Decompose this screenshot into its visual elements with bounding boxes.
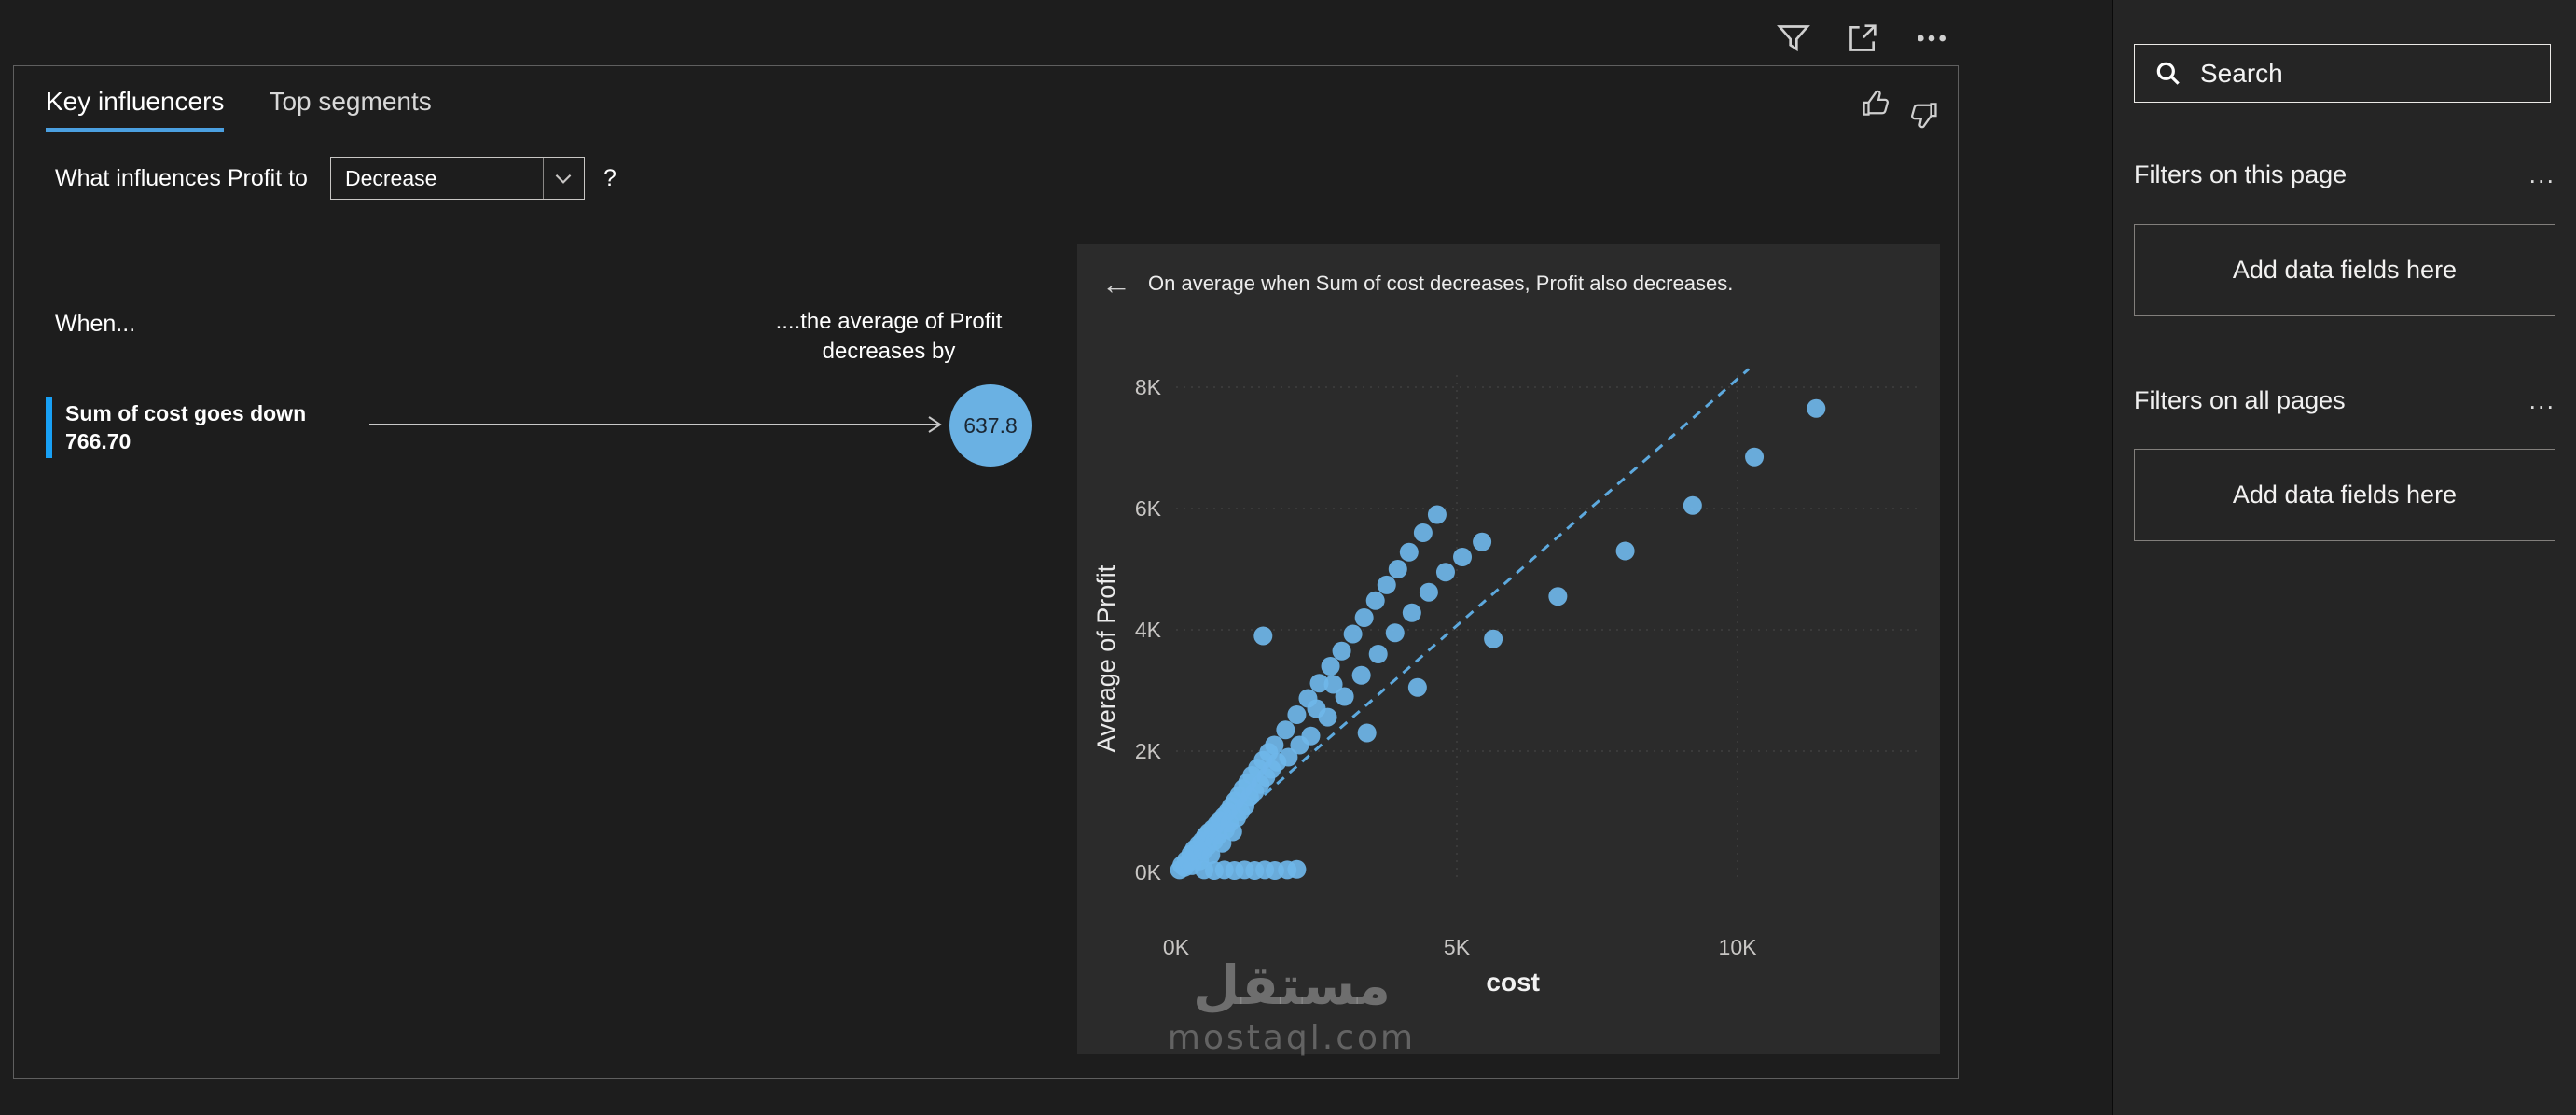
svg-text:10K: 10K bbox=[1719, 935, 1758, 959]
more-options-icon[interactable] bbox=[1910, 17, 1953, 60]
more-options-icon[interactable]: ... bbox=[2528, 160, 2555, 188]
section-title: Filters on this page bbox=[2134, 160, 2347, 188]
influencer-card[interactable]: Sum of cost goes down 766.70 bbox=[46, 397, 306, 458]
filters-on-all-pages-header: Filters on all pages ... bbox=[2134, 386, 2555, 415]
question-help: ? bbox=[602, 164, 616, 191]
page-filters-dropzone[interactable]: Add data fields here bbox=[2134, 224, 2555, 316]
influencer-selected-bar bbox=[46, 397, 52, 458]
effect-arrow bbox=[369, 416, 942, 433]
tab-top-segments[interactable]: Top segments bbox=[269, 87, 432, 116]
svg-text:0K: 0K bbox=[1135, 860, 1162, 885]
svg-text:cost: cost bbox=[1486, 968, 1540, 997]
focus-mode-icon[interactable] bbox=[1841, 17, 1884, 60]
svg-text:4K: 4K bbox=[1135, 618, 1162, 642]
filter-icon[interactable] bbox=[1772, 17, 1815, 60]
svg-text:8K: 8K bbox=[1135, 375, 1162, 399]
filters-search-box[interactable] bbox=[2134, 44, 2551, 103]
key-influencers-visual: Key influencers Top segments What influe… bbox=[13, 65, 1959, 1079]
filters-pane: Filters on this page ... Add data fields… bbox=[2112, 0, 2576, 1115]
svg-text:2K: 2K bbox=[1135, 739, 1162, 763]
question-prefix: What influences Profit to bbox=[55, 164, 308, 191]
thumbs-up-icon[interactable] bbox=[1861, 89, 1892, 120]
effect-value-bubble[interactable]: 637.8 bbox=[949, 384, 1032, 467]
visual-tabs: Key influencers Top segments bbox=[46, 87, 432, 132]
influence-question-row: What influences Profit to Decrease ? bbox=[55, 157, 616, 200]
influencer-detail-panel: ← On average when Sum of cost decreases,… bbox=[1077, 244, 1940, 1054]
scatter-plot[interactable]: 0K 2K 4K 6K 8K 0K 5K 10K Average of Profit cost bbox=[1077, 244, 1940, 1054]
tab-key-influencers[interactable]: Key influencers bbox=[46, 87, 225, 132]
svg-text:5K: 5K bbox=[1444, 935, 1471, 959]
when-label: When... bbox=[55, 311, 136, 337]
visual-header-toolbar bbox=[1772, 17, 1953, 60]
more-options-icon[interactable]: ... bbox=[2528, 386, 2555, 414]
all-pages-filters-dropzone[interactable]: Add data fields here bbox=[2134, 449, 2555, 541]
svg-text:Average of Profit: Average of Profit bbox=[1092, 564, 1120, 752]
filters-on-this-page-header: Filters on this page ... bbox=[2134, 160, 2555, 189]
back-arrow-icon[interactable]: ← bbox=[1101, 267, 1131, 300]
effect-label: ....the average of Profit decreases by bbox=[775, 309, 1003, 365]
svg-text:0K: 0K bbox=[1163, 935, 1190, 959]
svg-text:6K: 6K bbox=[1135, 496, 1162, 521]
effect-value: 637.8 bbox=[963, 412, 1018, 438]
search-input[interactable] bbox=[2200, 58, 2508, 89]
influencer-title: Sum of cost goes down bbox=[65, 401, 307, 425]
section-title: Filters on all pages bbox=[2134, 386, 2346, 414]
chart-title: On average when Sum of cost decreases, P… bbox=[1148, 272, 1734, 295]
chevron-down-icon[interactable] bbox=[542, 158, 584, 199]
direction-dropdown[interactable]: Decrease bbox=[329, 157, 585, 200]
feedback-icons bbox=[1861, 89, 1939, 130]
search-icon bbox=[2156, 62, 2180, 85]
influencer-value: 766.70 bbox=[65, 428, 132, 453]
direction-dropdown-value: Decrease bbox=[344, 165, 437, 190]
thumbs-down-icon[interactable] bbox=[1907, 98, 1939, 130]
